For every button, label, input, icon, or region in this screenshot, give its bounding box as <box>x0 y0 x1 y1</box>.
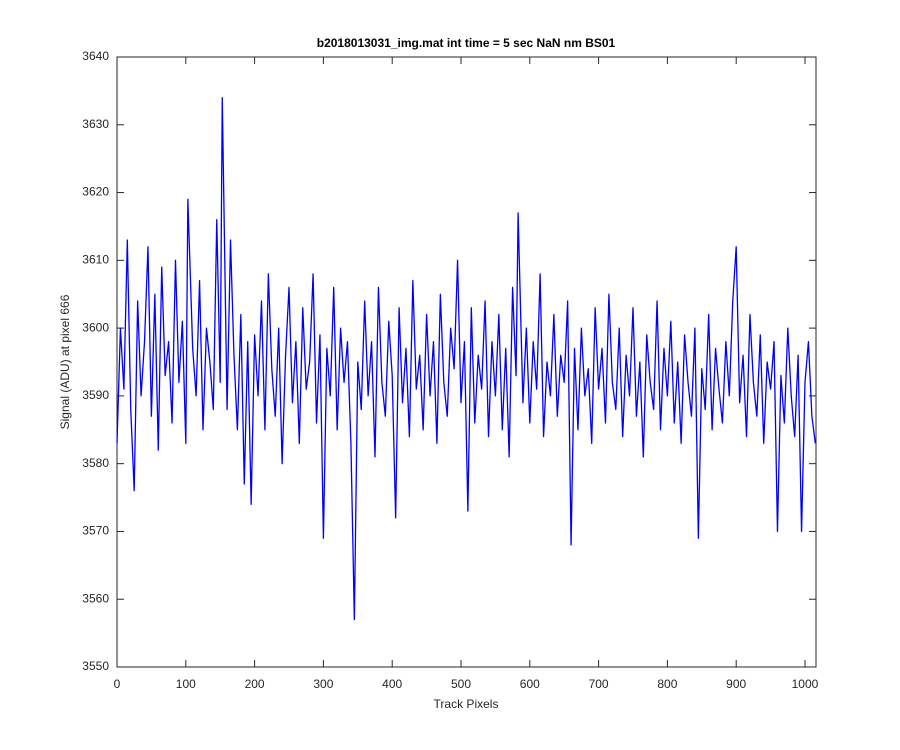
x-tick-label: 700 <box>589 677 609 691</box>
x-tick-label: 200 <box>245 677 265 691</box>
x-tick-label: 100 <box>176 677 196 691</box>
x-tick-label: 0 <box>114 677 121 691</box>
chart-title: b2018013031_img.mat int time = 5 sec NaN… <box>317 36 616 50</box>
x-tick-label: 1000 <box>792 677 819 691</box>
y-tick-label: 3620 <box>82 185 109 199</box>
x-tick-label: 500 <box>451 677 471 691</box>
y-tick-label: 3610 <box>82 253 109 267</box>
y-tick-label: 3640 <box>82 49 109 63</box>
y-tick-label: 3570 <box>82 524 109 538</box>
x-tick-label: 400 <box>382 677 402 691</box>
data-line <box>116 97 816 621</box>
y-tick-label: 3560 <box>82 591 109 605</box>
y-tick-label: 3590 <box>82 388 109 402</box>
x-axis-label: Track Pixels <box>434 697 499 711</box>
x-tick-label: 300 <box>313 677 333 691</box>
y-tick-label: 3630 <box>82 117 109 131</box>
y-tick-label: 3580 <box>82 456 109 470</box>
x-tick-label: 600 <box>520 677 540 691</box>
y-tick-label: 3550 <box>82 659 109 673</box>
y-tick-label: 3600 <box>82 320 109 334</box>
plot-area <box>116 56 817 668</box>
x-tick-label: 900 <box>726 677 746 691</box>
y-axis-label: Signal (ADU) at pixel 666 <box>58 294 72 429</box>
x-tick-label: 800 <box>657 677 677 691</box>
